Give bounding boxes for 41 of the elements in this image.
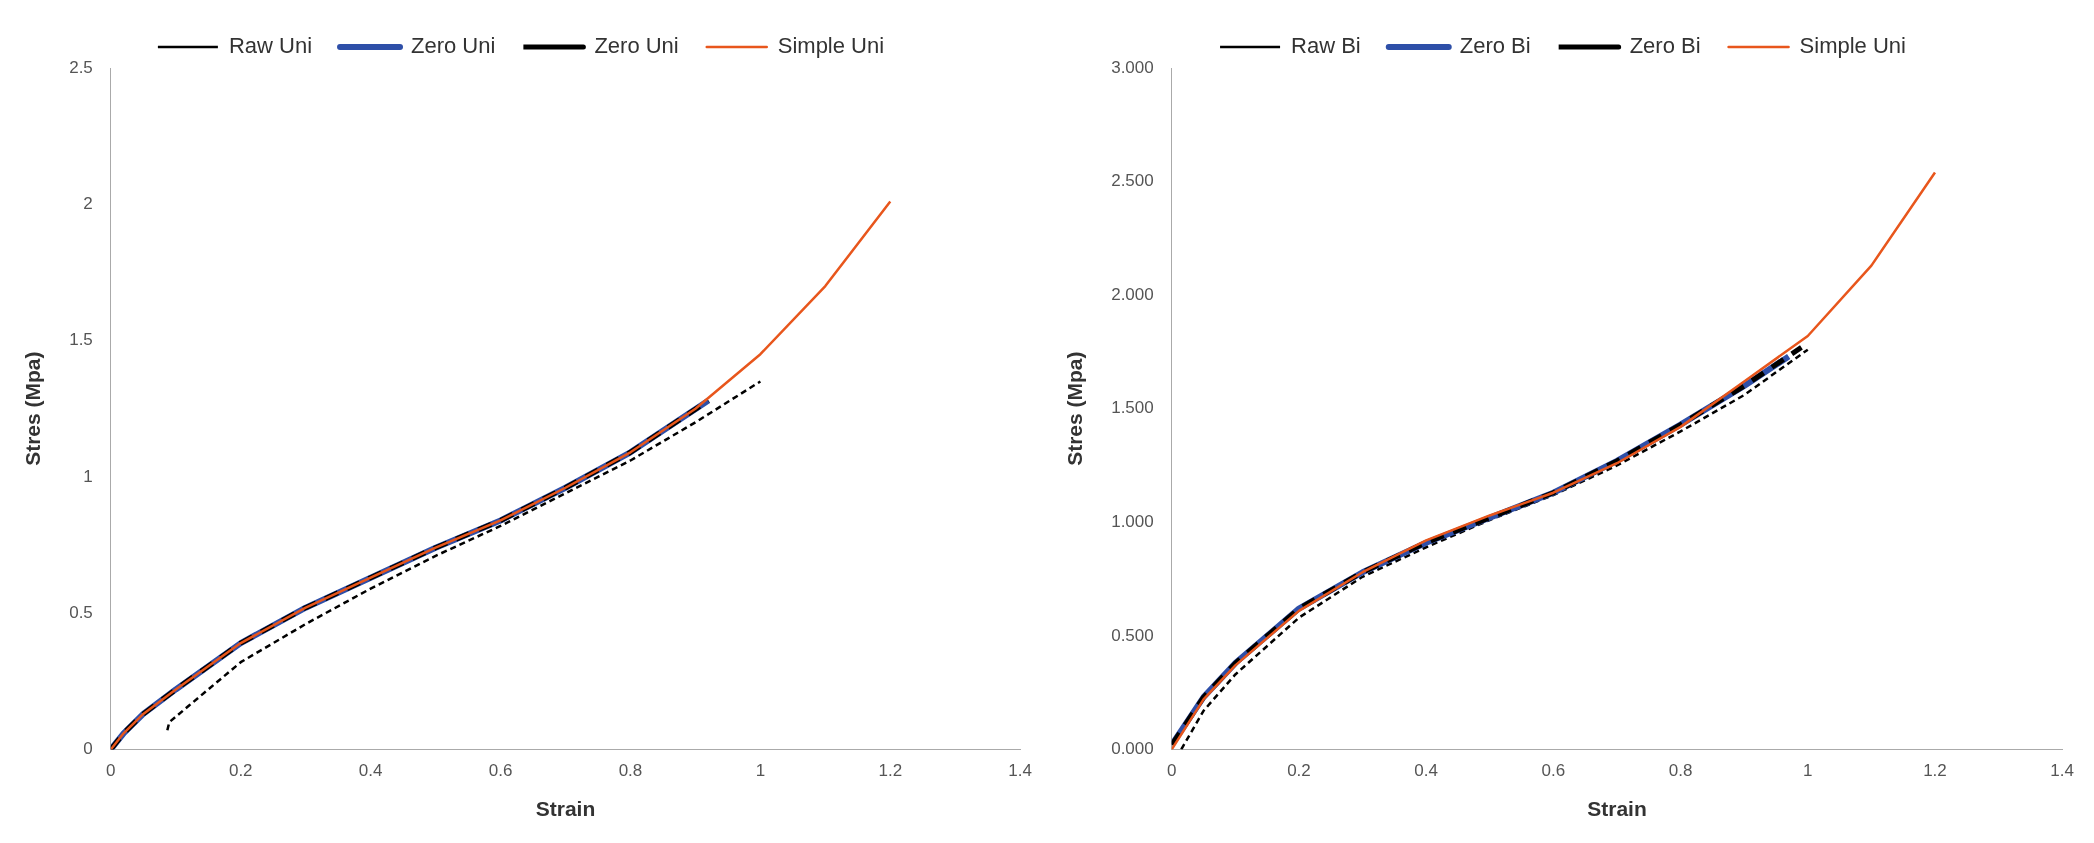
y-tick-label: 2	[83, 193, 93, 213]
x-tick-label: 0.8	[1668, 761, 1693, 781]
legend-label: Zero Uni	[594, 33, 679, 59]
x-tick-label: 0	[1167, 761, 1177, 781]
x-tick-label: 0.6	[488, 761, 513, 781]
x-tick-label: 1	[755, 761, 766, 781]
y-tick-label: 1	[83, 466, 93, 486]
legend-label: Raw Uni	[228, 33, 313, 59]
legend-label: Raw Bi	[1291, 33, 1361, 59]
y-tick-label: 0	[83, 739, 93, 759]
legend-label: Simple Uni	[777, 33, 885, 59]
y-tick-label: 2.5	[69, 57, 93, 77]
y-tick-label: 1.000	[1111, 511, 1154, 531]
y-tick-label: 0.000	[1111, 739, 1154, 759]
x-tick-label: 1	[1803, 761, 1813, 781]
x-tick-label: 0.4	[358, 761, 383, 781]
legend-label: Zero Uni	[411, 33, 496, 59]
x-tick-label: 0	[106, 761, 116, 781]
y-axis-title: Stres (Mpa)	[21, 351, 45, 466]
x-tick-label: 0.8	[618, 761, 643, 781]
y-tick-label: 2.500	[1111, 171, 1154, 191]
y-tick-label: 3.000	[1111, 57, 1154, 77]
x-tick-label: 1.2	[878, 761, 903, 781]
x-tick-label: 0.4	[1414, 761, 1438, 781]
x-tick-label: 1.4	[2050, 761, 2074, 781]
y-axis-title: Stres (Mpa)	[1063, 351, 1087, 466]
y-tick-label: 2.000	[1111, 284, 1154, 304]
x-tick-label: 0.6	[1541, 761, 1566, 781]
y-tick-label: 1.5	[69, 330, 93, 350]
x-tick-label: 0.2	[228, 761, 253, 781]
legend-label: Simple Uni	[1799, 33, 1906, 59]
x-axis-title: Strain	[535, 797, 596, 821]
y-tick-label: 0.5	[69, 602, 93, 622]
y-tick-label: 0.500	[1111, 625, 1154, 645]
x-tick-label: 1.4	[1008, 761, 1032, 781]
legend-label: Zero Bi	[1629, 33, 1701, 59]
x-tick-label: 0.2	[1287, 761, 1311, 781]
legend-label: Zero Bi	[1459, 33, 1531, 59]
x-axis-title: Strain	[1587, 797, 1647, 821]
y-tick-label: 1.500	[1111, 398, 1154, 418]
x-tick-label: 1.2	[1923, 761, 1947, 781]
